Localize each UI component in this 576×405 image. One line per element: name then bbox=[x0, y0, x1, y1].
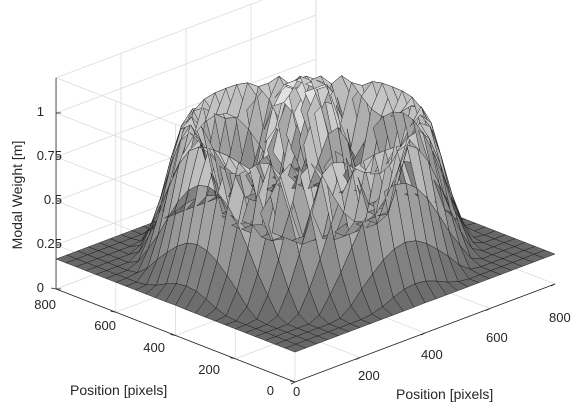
z-axis-label: Modal Weight [m] bbox=[9, 141, 25, 250]
y-tick-label: 800 bbox=[34, 297, 56, 312]
y-tick-mark bbox=[230, 357, 236, 360]
z-tick-label: 0.75 bbox=[37, 148, 62, 163]
y-tick-mark bbox=[50, 287, 57, 290]
x-tick-mark bbox=[485, 308, 491, 311]
x-tick-mark bbox=[420, 332, 426, 336]
y-tick-mark bbox=[170, 334, 176, 336]
x-tick-labels: 0 200 400 600 800 bbox=[293, 310, 571, 399]
y-tick-label: 0 bbox=[267, 383, 274, 398]
y-axis-label: Position [pixels] bbox=[70, 382, 167, 398]
surface-mesh bbox=[55, 74, 556, 353]
y-tick-label: 600 bbox=[94, 318, 116, 333]
x-tick-label: 200 bbox=[358, 368, 380, 383]
x-tick-mark bbox=[355, 357, 361, 360]
y-tick-labels: 800 600 400 200 0 bbox=[34, 297, 274, 398]
y-tick-label: 200 bbox=[198, 362, 220, 377]
grid-line bbox=[55, 0, 264, 79]
y-tick-mark bbox=[110, 310, 116, 313]
x-tick-label: 800 bbox=[549, 310, 571, 325]
x-axis-label: Position [pixels] bbox=[396, 386, 493, 402]
x-tick-label: 600 bbox=[486, 330, 508, 345]
y-tick-mark bbox=[289, 380, 296, 383]
x-tick-mark bbox=[550, 283, 556, 287]
z-tick-label: 0.5 bbox=[44, 192, 62, 207]
z-tick-label: 0.25 bbox=[37, 236, 62, 251]
z-tick-label: 1 bbox=[37, 104, 44, 119]
x-tick-label: 400 bbox=[421, 347, 443, 362]
surface-patch bbox=[533, 249, 556, 259]
x-tick-label: 0 bbox=[293, 384, 300, 399]
x-tick-mark bbox=[290, 381, 296, 385]
axes bbox=[50, 77, 556, 385]
z-tick-labels: 1 0.75 0.5 0.25 0 bbox=[37, 104, 62, 295]
z-tick-label: 0 bbox=[37, 280, 44, 295]
y-tick-label: 400 bbox=[143, 340, 165, 355]
